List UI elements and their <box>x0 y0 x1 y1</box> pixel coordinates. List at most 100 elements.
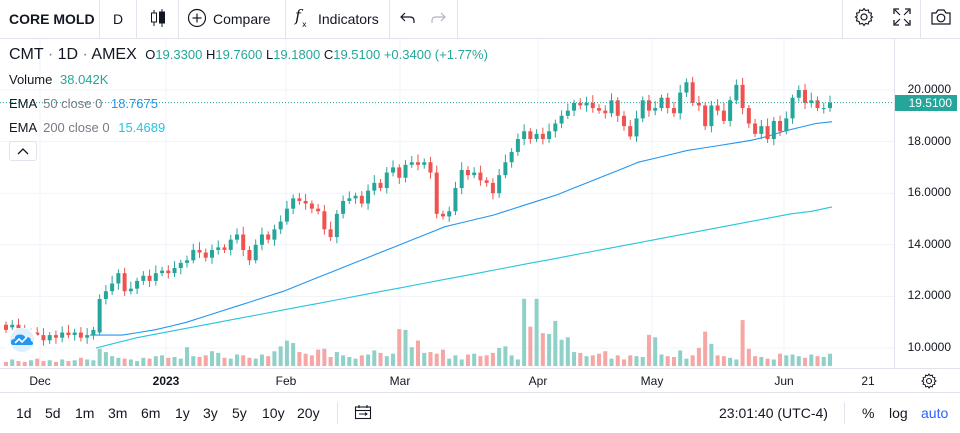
volume-bar <box>185 347 190 366</box>
undo-icon[interactable] <box>400 11 416 28</box>
legend-separator: · <box>82 46 92 63</box>
change-value: +0.3400 (+1.77%) <box>383 47 488 62</box>
candle-body <box>72 332 77 336</box>
candle-body <box>384 172 389 189</box>
candle-body <box>765 126 770 140</box>
volume-bar <box>640 356 645 366</box>
symbol-search-button[interactable]: CORE MOLD <box>0 0 100 38</box>
candle-body <box>734 84 739 101</box>
interval-button[interactable]: D <box>100 0 137 38</box>
volume-bar <box>734 359 739 366</box>
legend-ema200[interactable]: EMA 200 close 0 15.4689 <box>9 120 165 135</box>
volume-bar <box>478 356 483 366</box>
grid-lines <box>0 39 894 368</box>
range-button-3y[interactable]: 3y <box>203 405 218 421</box>
volume-bar <box>272 351 277 366</box>
volume-bar <box>522 298 527 366</box>
divider <box>337 402 338 424</box>
volume-bar <box>253 358 258 366</box>
candle-body <box>803 90 808 103</box>
candle-body <box>228 239 233 250</box>
svg-text:x: x <box>302 20 307 29</box>
volume-bar <box>197 356 202 366</box>
range-button-6m[interactable]: 6m <box>141 405 161 421</box>
ema200-value: 15.4689 <box>118 120 166 135</box>
candle-body <box>147 275 152 281</box>
price-tick-label: 12.0000 <box>907 288 951 303</box>
axis-settings-icon[interactable] <box>921 373 937 394</box>
volume-bar <box>366 354 371 366</box>
candle-body <box>78 332 83 338</box>
log-scale-toggle[interactable]: log <box>889 405 908 421</box>
volume-bar <box>378 352 383 366</box>
candle-body <box>178 262 183 269</box>
candle-body <box>671 108 676 114</box>
candle-body <box>4 324 8 330</box>
candle-body <box>334 213 339 238</box>
clock-time[interactable]: 23:01:40 (UTC-4) <box>719 405 828 421</box>
auto-scale-toggle[interactable]: auto <box>921 405 949 421</box>
legend-ema50[interactable]: EMA 50 close 0 18.7675 <box>9 96 158 111</box>
volume-bar <box>459 359 464 366</box>
volume-value: 38.042K <box>60 72 109 87</box>
candle-body <box>210 249 214 258</box>
cloud-logo-icon <box>7 327 37 357</box>
candle-body <box>141 275 146 281</box>
date-range-button[interactable] <box>354 404 372 425</box>
legend-collapse-button[interactable] <box>9 141 37 161</box>
candle-body <box>253 244 258 261</box>
candle-body <box>703 105 708 127</box>
chart-type-button[interactable] <box>137 0 179 38</box>
volume-bar <box>784 355 789 366</box>
candle-body <box>821 108 826 110</box>
volume-bar <box>153 356 158 366</box>
time-tick-label: Jun <box>774 374 794 388</box>
candle-body <box>322 211 327 230</box>
range-button-20y[interactable]: 20y <box>297 405 320 421</box>
candle-body <box>497 175 502 194</box>
volume-bar <box>453 355 458 366</box>
compare-label: Compare <box>213 11 271 27</box>
range-button-1y[interactable]: 1y <box>175 405 190 421</box>
range-button-1d[interactable]: 1d <box>16 405 32 421</box>
candle-body <box>416 162 420 165</box>
volume-bar <box>603 351 608 366</box>
time-tick-label: 2023 <box>152 374 180 388</box>
volume-bar <box>528 326 533 366</box>
range-button-5d[interactable]: 5d <box>45 405 61 421</box>
candle-body <box>266 234 271 240</box>
redo-icon[interactable] <box>430 11 446 28</box>
screenshot-button[interactable] <box>920 0 960 38</box>
range-button-5y[interactable]: 5y <box>232 405 247 421</box>
volume-bar <box>534 298 539 366</box>
indicators-button[interactable]: f x Indicators <box>286 0 390 38</box>
volume-bar <box>715 355 720 366</box>
calendar-range-icon <box>354 405 372 424</box>
volume-bar <box>509 355 514 366</box>
volume-bar <box>803 357 808 366</box>
volume-bar <box>316 349 321 366</box>
volume-label: Volume <box>9 72 53 87</box>
price-tick-label: 10.0000 <box>907 340 951 354</box>
price-chart[interactable] <box>0 39 894 368</box>
range-button-3m[interactable]: 3m <box>108 405 128 421</box>
settings-button[interactable] <box>842 0 884 38</box>
tradingview-logo[interactable] <box>5 327 39 357</box>
compare-button[interactable]: Compare <box>179 0 286 38</box>
volume-bar <box>703 331 708 366</box>
time-axis[interactable]: Dec 2023 Feb Mar Apr May Jun 21 <box>0 368 960 392</box>
candle-body <box>422 162 427 165</box>
candle-body <box>234 234 239 240</box>
price-axis[interactable]: 20.0000 18.0000 16.0000 14.0000 12.0000 10.00… <box>894 39 960 368</box>
legend-volume[interactable]: Volume 38.042K <box>9 72 108 87</box>
fullscreen-button[interactable] <box>884 0 920 38</box>
candle-body <box>247 249 252 261</box>
time-tick-label: Feb <box>275 374 297 388</box>
percent-scale-toggle[interactable]: % <box>862 405 875 421</box>
volume-bar <box>391 353 396 366</box>
volume-bar <box>746 348 751 366</box>
range-button-1m[interactable]: 1m <box>75 405 95 421</box>
range-button-10y[interactable]: 10y <box>262 405 285 421</box>
candle-body <box>122 273 127 292</box>
gear-icon <box>854 7 874 32</box>
